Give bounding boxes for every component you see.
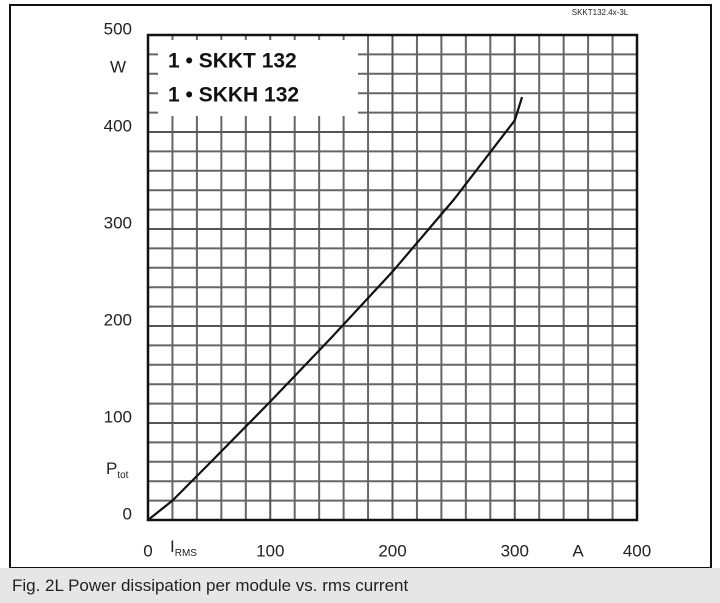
x-unit: A bbox=[572, 541, 584, 560]
y-tick-label: 100 bbox=[104, 407, 132, 426]
legend-box bbox=[158, 40, 358, 116]
legend-entry: 1 • SKKT 132 bbox=[168, 50, 297, 73]
y-tick-label: 400 bbox=[104, 116, 132, 135]
plot-border bbox=[146, 33, 639, 522]
frame bbox=[9, 4, 712, 568]
x-tick-label: 0 bbox=[143, 541, 152, 560]
x-tick-label: 300 bbox=[501, 541, 529, 560]
caption: Fig. 2L Power dissipation per module vs.… bbox=[0, 568, 720, 603]
chart: SKKT132.4x-3L 0 100 200 300 400 0 100 200 300 400… bbox=[9, 4, 712, 568]
y-label: Ptot bbox=[106, 459, 129, 480]
y-tick-label: 500 bbox=[104, 19, 132, 38]
y-tick-label: 200 bbox=[104, 310, 132, 329]
x-label: IRMS bbox=[170, 537, 197, 558]
x-label-sub: RMS bbox=[175, 548, 198, 559]
y-label-main: P bbox=[106, 459, 117, 478]
y-tick-label: 0 bbox=[123, 504, 132, 523]
x-label-main: I bbox=[170, 537, 175, 556]
x-tick-label: 100 bbox=[256, 541, 284, 560]
legend-entry: 1 • SKKH 132 bbox=[168, 84, 299, 107]
curve bbox=[147, 96, 524, 521]
x-tick-label: 200 bbox=[378, 541, 406, 560]
y-tick-label: 300 bbox=[104, 213, 132, 232]
y-label-sub: tot bbox=[117, 470, 128, 481]
code-label: SKKT132.4x-3L bbox=[572, 8, 629, 17]
x-tick-label: 400 bbox=[623, 541, 651, 560]
y-unit: W bbox=[110, 57, 126, 76]
